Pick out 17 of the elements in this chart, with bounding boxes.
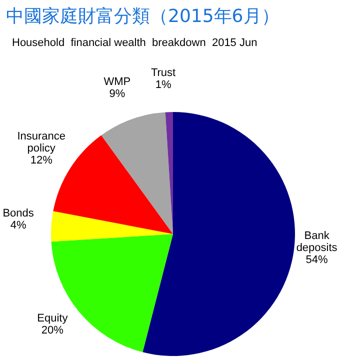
slice-label: Bonds (2, 207, 34, 220)
data-label: 9% (109, 88, 126, 100)
slice-label: Insurance policy (17, 130, 66, 155)
slice-label: WMP (104, 76, 131, 88)
slice-label: Bank deposits (296, 230, 338, 254)
data-label: 1% (155, 78, 172, 91)
pie-slice (51, 211, 173, 242)
slice-label: Equity (37, 312, 68, 325)
pie-slice (142, 112, 295, 356)
data-label: 12% (30, 154, 53, 167)
chart-subtitle: Household financial wealth breakdown 2015 Jun (12, 37, 258, 49)
data-label: 20% (41, 324, 64, 337)
data-label: 54% (306, 254, 328, 266)
data-label: 4% (10, 219, 26, 232)
slice-label: Trust (150, 66, 176, 79)
pie-slice (101, 112, 173, 234)
chart-title: 中國家庭財富分類（2015年6月） (6, 5, 280, 28)
